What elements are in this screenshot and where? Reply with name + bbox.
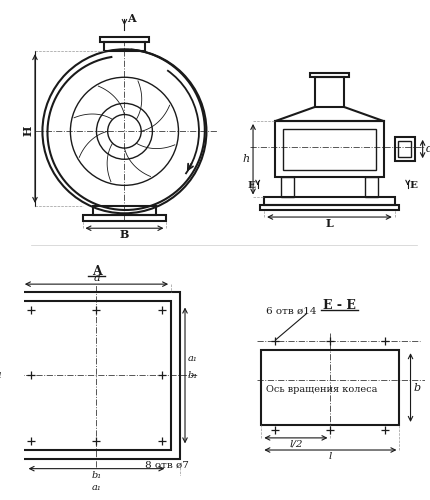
Text: a: a — [93, 272, 100, 282]
Text: B: B — [120, 229, 129, 240]
Text: E - E: E - E — [322, 299, 355, 312]
Bar — [394, 137, 414, 161]
Bar — [82, 215, 166, 221]
Bar — [309, 72, 348, 78]
Text: b: b — [412, 382, 420, 392]
Bar — [282, 128, 375, 170]
Text: E: E — [246, 181, 255, 190]
Bar — [259, 205, 399, 210]
Bar — [364, 177, 377, 198]
Text: l/2: l/2 — [289, 440, 302, 449]
Bar — [12, 292, 180, 460]
Text: A: A — [127, 13, 136, 24]
Bar — [100, 37, 148, 42]
Text: a₁: a₁ — [92, 483, 101, 492]
Bar — [397, 140, 411, 158]
Text: l: l — [328, 452, 331, 461]
Bar — [314, 78, 344, 107]
Bar — [264, 198, 394, 205]
Bar — [275, 121, 383, 177]
Bar — [22, 301, 171, 450]
Text: 6 отв ø14: 6 отв ø14 — [265, 306, 316, 316]
Text: H: H — [23, 126, 34, 136]
Text: d: d — [424, 144, 430, 154]
Bar — [280, 177, 293, 198]
Bar — [261, 350, 399, 425]
Text: a₁: a₁ — [187, 354, 197, 363]
Text: A: A — [92, 264, 101, 278]
Text: 8 отв ø7: 8 отв ø7 — [144, 460, 188, 469]
Text: h: h — [243, 154, 249, 164]
Text: Ось вращения колеса: Ось вращения колеса — [265, 385, 377, 394]
Text: E: E — [408, 181, 416, 190]
Text: b₁: b₁ — [91, 470, 101, 480]
Text: b₁: b₁ — [187, 371, 197, 380]
Text: L: L — [325, 218, 332, 229]
Text: a: a — [0, 370, 1, 380]
Bar — [92, 206, 156, 215]
